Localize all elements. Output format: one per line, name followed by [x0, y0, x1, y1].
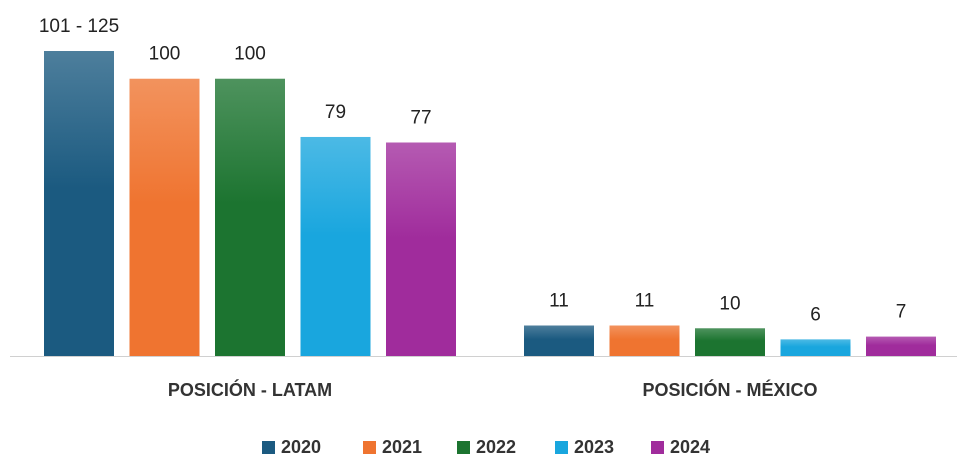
- legend-swatch: [457, 441, 470, 454]
- legend-label: 2020: [281, 437, 321, 457]
- data-label: 10: [719, 293, 740, 314]
- bar: [524, 325, 594, 356]
- bar: [215, 78, 285, 357]
- bar: [44, 51, 114, 356]
- data-label: 100: [234, 44, 266, 65]
- legend-swatch: [555, 441, 568, 454]
- category-label: POSICIÓN - MÉXICO: [642, 379, 817, 400]
- legend-swatch: [363, 441, 376, 454]
- legend-label: 2022: [476, 437, 516, 457]
- legend-label: 2023: [574, 437, 614, 457]
- bar: [129, 78, 200, 357]
- legend-label: 2021: [382, 437, 422, 457]
- data-label: 77: [410, 108, 431, 129]
- data-label: 11: [635, 291, 655, 312]
- data-label: 11: [549, 291, 569, 312]
- data-label: 6: [810, 304, 821, 325]
- data-label: 100: [149, 44, 181, 65]
- bar: [780, 339, 851, 356]
- legend-swatch: [651, 441, 664, 454]
- data-label: 79: [325, 102, 346, 123]
- bar: [609, 325, 680, 356]
- bar: [300, 136, 371, 356]
- bar: [695, 328, 765, 356]
- legend-label: 2024: [670, 437, 710, 457]
- bar: [866, 336, 936, 356]
- legend-swatch: [262, 441, 275, 454]
- bar: [386, 142, 456, 356]
- data-label: 7: [896, 302, 907, 323]
- data-label: 101 - 125: [39, 16, 119, 37]
- category-label: POSICIÓN - LATAM: [168, 379, 332, 400]
